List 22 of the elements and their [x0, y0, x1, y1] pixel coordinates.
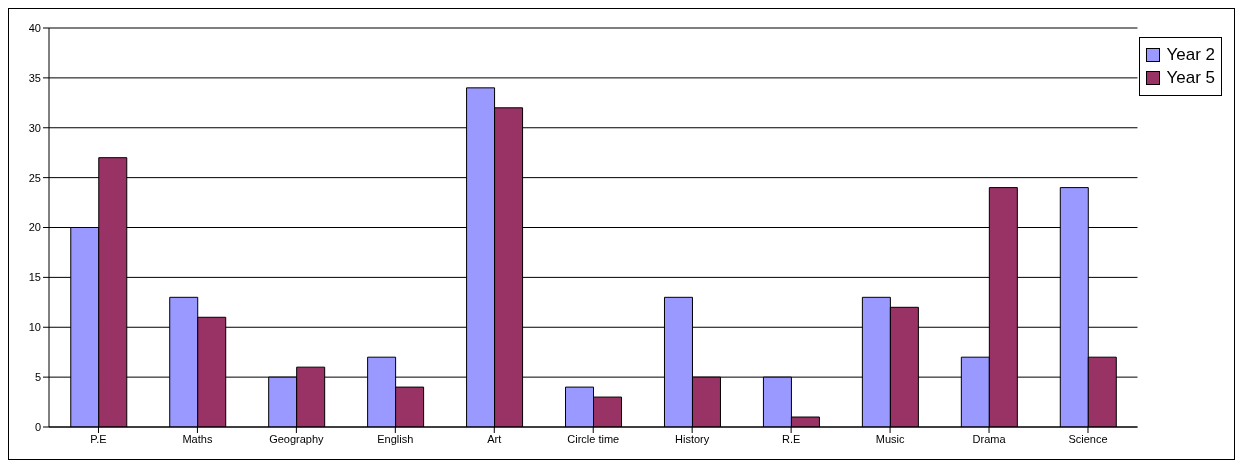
y-tick-label: 5	[34, 371, 41, 384]
x-tick-label: Maths	[182, 432, 213, 445]
legend-label: Year 5	[1166, 68, 1215, 88]
y-tick-label: 0	[34, 420, 41, 433]
x-tick-label: Geography	[269, 432, 325, 445]
y-tick-label: 15	[28, 271, 41, 284]
y-tick-label: 25	[28, 171, 41, 184]
legend-label: Year 2	[1166, 45, 1215, 65]
y-tick-label: 20	[28, 221, 41, 234]
y-tick-label: 40	[28, 21, 41, 34]
x-tick-label: Drama	[972, 432, 1007, 445]
x-tick-label: Music	[875, 432, 905, 445]
y-tick-label: 30	[28, 121, 41, 134]
x-tick-label: R.E	[781, 432, 801, 445]
x-tick-label: English	[377, 432, 414, 445]
x-tick-label: Circle time	[567, 432, 620, 445]
y-tick-label: 10	[28, 321, 41, 334]
x-tick-label: Science	[1068, 432, 1108, 445]
x-tick-label: History	[675, 432, 710, 445]
x-tick-label: Art	[487, 432, 502, 445]
x-tick-label: P.E	[90, 432, 107, 445]
y-tick-label: 35	[28, 71, 41, 84]
